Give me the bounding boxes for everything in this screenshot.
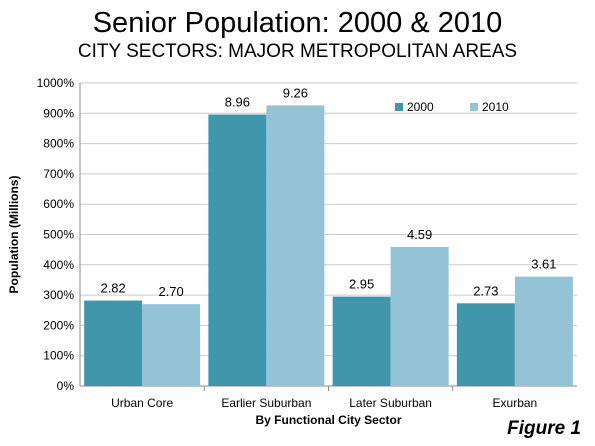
y-tick-label: 200%	[43, 318, 74, 332]
legend-label-2010: 2010	[482, 100, 509, 114]
data-label-2000: 2.95	[349, 277, 374, 292]
data-label-2010: 4.59	[407, 227, 432, 242]
bar-2010	[142, 304, 201, 386]
y-tick-label: 500%	[43, 228, 74, 242]
y-tick-label: 600%	[43, 197, 74, 211]
bar-2000	[332, 296, 391, 386]
legend-swatch-2000	[395, 103, 403, 111]
figure-label: Figure 1	[507, 418, 581, 439]
y-tick-label: 400%	[43, 258, 74, 272]
data-label-2010: 3.61	[531, 257, 556, 272]
x-tick-label: Exurban	[493, 396, 538, 410]
y-tick-label: 800%	[43, 137, 74, 151]
y-tick-label: 0%	[57, 379, 75, 393]
y-tick-label: 300%	[43, 288, 74, 302]
y-axis-title: Population (Millions)	[7, 176, 21, 294]
bar-2010	[514, 276, 573, 386]
y-tick-label: 700%	[43, 167, 74, 181]
bar-2000	[84, 300, 143, 386]
bar-2000	[456, 303, 515, 386]
legend-swatch-2010	[470, 103, 478, 111]
x-tick-label: Earlier Suburban	[221, 396, 311, 410]
y-tick-label: 900%	[43, 106, 74, 120]
x-tick-label: Urban Core	[111, 396, 173, 410]
chart-subtitle: CITY SECTORS: MAJOR METROPOLITAN AREAS	[77, 41, 518, 62]
bar-2010	[266, 105, 325, 386]
data-label-2000: 2.73	[473, 283, 498, 298]
data-label-2000: 8.96	[225, 95, 250, 110]
legend-label-2000: 2000	[407, 100, 434, 114]
data-label-2010: 9.26	[283, 85, 308, 100]
y-tick-label: 100%	[43, 349, 74, 363]
data-label-2010: 2.70	[158, 284, 183, 299]
x-axis-title: By Functional City Sector	[255, 413, 401, 427]
bar-2010	[390, 246, 449, 386]
chart-title: Senior Population: 2000 & 2010	[92, 7, 503, 39]
y-tick-label: 1000%	[37, 76, 75, 90]
bar-2000	[208, 114, 267, 387]
x-tick-label: Later Suburban	[349, 396, 432, 410]
data-label-2000: 2.82	[100, 281, 125, 296]
